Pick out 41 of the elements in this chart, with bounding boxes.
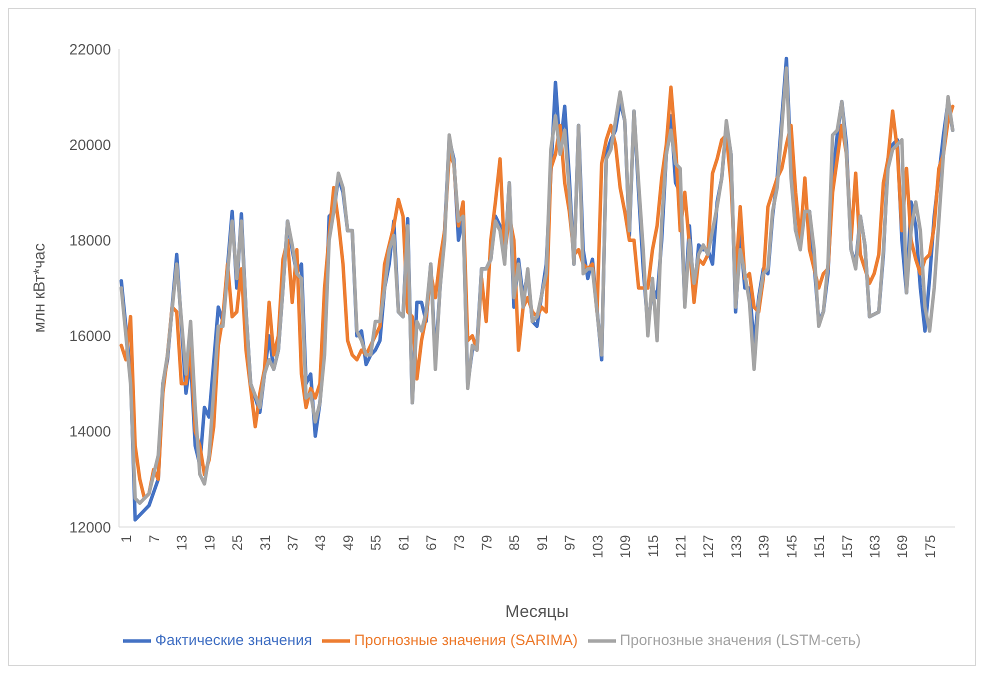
x-tick-label: 115 (644, 534, 661, 558)
x-tick-label: 25 (229, 534, 246, 551)
x-tick-label: 163 (866, 534, 882, 558)
y-tick-label: 16000 (69, 328, 111, 346)
x-tick-label: 157 (838, 534, 855, 558)
x-tick-label: 19 (201, 534, 218, 551)
legend-label: Прогнозные значения (SARIMA) (354, 632, 578, 649)
x-tick-label: 37 (284, 534, 301, 551)
x-axis-title: Месяцы (505, 602, 569, 621)
legend-label: Фактические значения (155, 632, 312, 649)
x-tick-label: 121 (672, 534, 689, 558)
y-tick-label: 20000 (69, 136, 111, 154)
x-tick-label: 133 (728, 534, 744, 558)
x-tick-label: 1 (118, 534, 134, 543)
x-tick-label: 175 (922, 534, 938, 558)
x-tick-label: 139 (756, 534, 772, 558)
x-tick-label: 91 (534, 534, 550, 551)
x-tick-label: 7 (146, 534, 162, 543)
x-tick-label: 55 (368, 534, 384, 551)
x-tick-label: 79 (478, 534, 495, 551)
y-tick-label: 22000 (69, 41, 111, 58)
legend-label: Прогнозные значения (LSTM-сеть) (620, 632, 861, 649)
x-tick-label: 73 (450, 534, 467, 551)
x-tick-label: 97 (562, 534, 578, 551)
x-tick-label: 169 (894, 534, 910, 558)
x-tick-label: 13 (174, 534, 190, 551)
x-tick-label: 61 (395, 534, 412, 551)
x-tick-label: 103 (589, 534, 606, 558)
x-tick-label: 151 (811, 534, 828, 558)
x-tick-label: 145 (783, 534, 800, 558)
x-tick-label: 67 (423, 534, 440, 551)
x-tick-label: 85 (506, 534, 522, 551)
y-tick-label: 18000 (69, 232, 111, 250)
y-axis-title: млн кВт*час (32, 243, 49, 333)
y-tick-label: 12000 (69, 519, 111, 536)
y-tick-label: 14000 (69, 424, 111, 441)
x-tick-label: 43 (312, 534, 328, 551)
x-tick-label: 31 (256, 534, 273, 551)
x-tick-label: 109 (617, 534, 634, 558)
x-tick-label: 49 (340, 534, 356, 551)
x-tick-label: 127 (700, 534, 716, 558)
